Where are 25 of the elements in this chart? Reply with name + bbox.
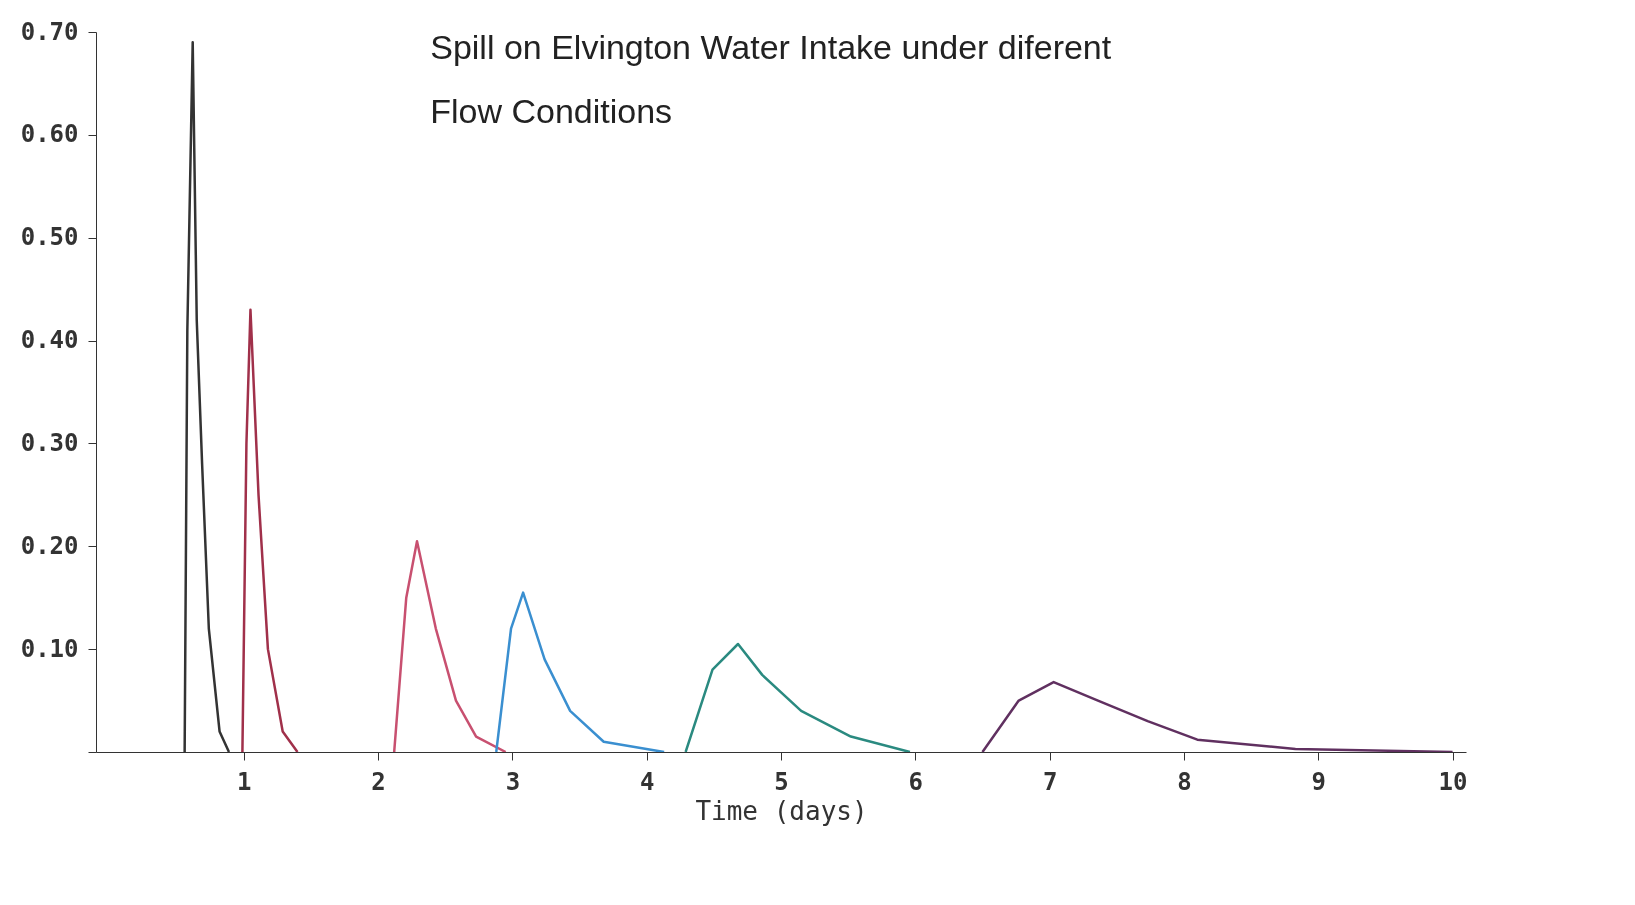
chart-title: Spill on Elvington Water Intake under diferent: [430, 28, 1112, 66]
y-tick-label: 0.10: [20, 634, 79, 663]
x-tick-label: 3: [505, 767, 521, 796]
line-series: [495, 591, 666, 752]
text: Flow Conditions: [430, 92, 673, 130]
y-tick-label: 0.30: [20, 428, 79, 457]
x-tick-label: 8: [1177, 767, 1192, 796]
line-series: [241, 308, 299, 752]
y-tick-label: 0.40: [20, 326, 79, 355]
line-series: [981, 680, 1454, 752]
y-tick-label: 0.70: [20, 17, 79, 46]
line-series: [684, 642, 912, 752]
y-tick-label: 0.60: [20, 120, 79, 149]
x-axis-title: Time (days): [695, 795, 868, 826]
x-tick-label: 6: [908, 767, 924, 796]
x-tick-label: 2: [371, 767, 386, 796]
x-tick-label: 10: [1438, 767, 1468, 796]
x-tick-label: 5: [774, 767, 789, 796]
x-tick-label: 9: [1311, 767, 1326, 796]
x-tick-label: 7: [1042, 767, 1058, 796]
y-tick-label: 0.50: [20, 223, 79, 252]
y-tick-label: 0.20: [20, 531, 79, 560]
x-tick-label: 4: [639, 767, 655, 796]
line-series: [392, 539, 507, 752]
x-tick-label: 1: [237, 767, 252, 796]
